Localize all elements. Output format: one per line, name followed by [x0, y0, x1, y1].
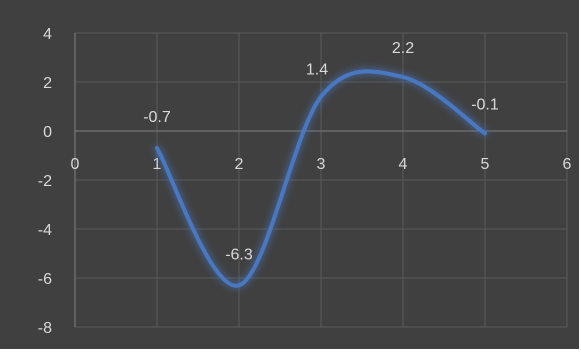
data-label: -6.3 [225, 246, 253, 263]
series-layer [155, 69, 487, 288]
x-tick-label: 5 [481, 156, 490, 173]
data-label: 2.2 [392, 40, 414, 57]
frame-edge-bottom [0, 349, 581, 355]
y-tick-label: 4 [43, 26, 52, 43]
y-tick-label: 2 [43, 75, 52, 92]
x-tick-label: 2 [235, 156, 244, 173]
x-tick-label: 6 [563, 156, 572, 173]
grid [75, 32, 568, 328]
data-label: -0.7 [143, 109, 171, 126]
y-tick-label: -6 [38, 271, 52, 288]
data-label: 1.4 [306, 62, 328, 79]
series-line [155, 69, 487, 288]
frame-edge-right [579, 0, 581, 355]
x-tick-label: 4 [399, 156, 408, 173]
axes: 4 2 0 -2 -4 -6 -8 0 1 2 3 4 5 6 [38, 26, 572, 337]
y-tick-label: -4 [38, 222, 52, 239]
y-tick-label: 0 [43, 124, 52, 141]
data-labels: -0.7 -6.3 1.4 2.2 -0.1 [143, 40, 499, 263]
x-tick-label: 3 [317, 156, 326, 173]
y-tick-label: -2 [38, 173, 52, 190]
x-tick-label: 1 [153, 156, 162, 173]
data-label: -0.1 [471, 96, 499, 113]
y-tick-label: -8 [38, 320, 52, 337]
x-tick-label: 0 [71, 156, 80, 173]
